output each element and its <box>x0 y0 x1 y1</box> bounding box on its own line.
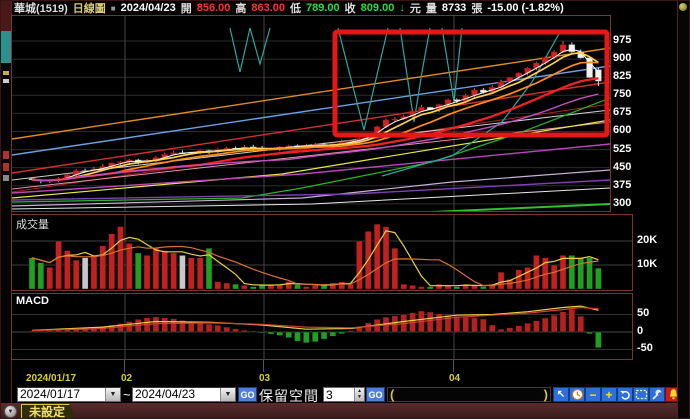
date-to-value: 2024/04/23 <box>135 388 196 401</box>
candlestick-chart[interactable] <box>12 16 610 211</box>
macd-pane[interactable]: MACD <box>11 293 633 360</box>
price-tick-label: 450 <box>613 160 632 173</box>
date-from-select[interactable]: 2024/01/17 ▼ <box>17 387 121 402</box>
price-tick-label: 975 <box>613 34 632 46</box>
quote-field-1: 日線圖 <box>72 3 106 15</box>
cursor-arrow-icon[interactable]: ↖ <box>553 387 569 402</box>
left-toolbar-mark5 <box>3 175 9 181</box>
chevron-down-icon[interactable]: ▼ <box>220 388 235 401</box>
corner-icon[interactable] <box>679 3 687 11</box>
month-tick <box>124 360 125 372</box>
quote-header: 華城(1519) 日線圖 ■ 2024/04/23 開 856.00 高 863.00 低 789… <box>14 1 674 15</box>
selection-box-icon[interactable] <box>633 387 649 402</box>
tools-icon[interactable] <box>649 387 665 402</box>
left-toolbar-mark3 <box>3 151 9 159</box>
volume-tick-label: 20K <box>637 234 658 246</box>
time-axis-label: 02 <box>121 373 133 384</box>
undo-icon[interactable] <box>617 387 633 402</box>
price-tick-label: 900 <box>613 52 632 65</box>
reserved-space-stepper[interactable]: ▲▼ <box>323 387 365 402</box>
month-tick <box>263 360 264 372</box>
go-button[interactable]: GO <box>238 387 257 402</box>
price-axis: 975 900 825 750 675 600 525 450 375 300 <box>611 15 677 212</box>
price-tick-label: 525 <box>613 142 632 155</box>
quote-field-10: 收 <box>344 3 356 15</box>
quote-field-17: -15.00 (-1.82%) <box>487 2 564 14</box>
macd-tick-label: -50 <box>637 342 653 354</box>
macd-axis: 50 0 -50 <box>635 293 679 360</box>
quote-field-2: ■ <box>110 3 116 13</box>
clock-icon[interactable] <box>569 387 585 402</box>
month-tick <box>453 360 454 372</box>
stepper-arrows[interactable]: ▲ ▼ <box>354 388 364 401</box>
quote-field-15: 8733 <box>441 2 467 14</box>
volume-pane-title: 成交量 <box>16 219 49 231</box>
time-axis-label: 2024/01/17 <box>26 373 77 384</box>
go-button-2[interactable]: GO <box>366 387 385 402</box>
alert-setting-tab[interactable]: 未設定 <box>21 404 78 419</box>
stepper-up-icon[interactable]: ▲ <box>357 388 362 394</box>
quote-field-9: 789.00 <box>306 2 340 14</box>
volume-chart[interactable] <box>12 215 632 290</box>
bottom-toolbar: 2024/01/17 ▼ ~ 2024/04/23 ▼ GO 保留空間 ▲▼ G… <box>1 387 689 404</box>
volume-axis: 20K 10K <box>635 214 679 291</box>
quote-field-16: 張 <box>471 3 483 15</box>
quote-field-6: 高 <box>235 3 247 15</box>
volume-tick-label: 10K <box>637 258 658 270</box>
chevron-down-icon[interactable]: ▼ <box>105 388 120 401</box>
quote-field-12: ↓ <box>399 2 405 14</box>
date-to-select[interactable]: 2024/04/23 ▼ <box>132 387 236 402</box>
price-tick-label: 375 <box>613 178 632 191</box>
quote-field-0: 華城(1519) <box>14 3 68 15</box>
date-range-separator: ~ <box>123 387 131 402</box>
quote-field-11: 809.00 <box>360 2 395 14</box>
volume-pane[interactable]: 成交量 <box>11 214 633 291</box>
time-axis-label: 04 <box>449 373 461 384</box>
zoom-out-icon[interactable]: − <box>585 387 601 402</box>
status-dropdown-button[interactable]: ▼ <box>4 405 17 418</box>
price-tick-label: 825 <box>613 70 632 83</box>
quote-field-8: 低 <box>290 3 302 15</box>
macd-pane-title: MACD <box>16 295 49 307</box>
zoom-in-icon[interactable]: + <box>601 387 617 402</box>
quote-field-13: 元 <box>409 3 421 15</box>
status-bar: ▼ 未設定 <box>1 403 689 419</box>
quote-field-5: 856.00 <box>196 2 231 14</box>
date-from-value: 2024/01/17 <box>20 388 81 401</box>
chart-scrollbar[interactable]: ( ) <box>387 387 551 402</box>
price-tick-label: 300 <box>613 196 632 209</box>
chart-tool-buttons: ↖ − + <box>553 387 681 402</box>
quote-field-7: 863.00 <box>251 2 286 14</box>
stepper-down-icon[interactable]: ▼ <box>357 394 362 400</box>
macd-tick-label: 0 <box>637 325 644 337</box>
left-toolbar-mark1 <box>3 71 9 75</box>
reserved-space-label: 保留空間 <box>259 388 319 404</box>
macd-tick-label: 50 <box>637 307 650 319</box>
macd-chart[interactable] <box>12 294 632 359</box>
left-toolbar-top-segment <box>1 1 11 31</box>
left-toolbar-teal-segment[interactable] <box>1 31 11 63</box>
time-axis: 2024/01/17 02 03 04 <box>11 360 679 387</box>
quote-field-3: 2024/04/23 <box>120 2 176 14</box>
price-tick-label: 675 <box>613 106 632 119</box>
right-toolbar[interactable] <box>677 1 689 418</box>
price-tick-label: 750 <box>613 88 632 101</box>
quote-field-14: 量 <box>425 3 437 15</box>
quote-field-4: 開 <box>180 3 192 15</box>
left-toolbar-mark2 <box>3 79 9 83</box>
reserved-space-input[interactable] <box>324 388 354 401</box>
alert-setting-label: 未設定 <box>29 405 66 419</box>
price-tick-label: 600 <box>613 124 632 137</box>
left-toolbar-mark4 <box>3 163 9 171</box>
scroll-left-icon[interactable]: ( <box>390 387 395 402</box>
time-axis-label: 03 <box>259 373 271 384</box>
scroll-right-icon[interactable]: ) <box>543 387 548 402</box>
price-chart-pane[interactable] <box>11 15 611 212</box>
